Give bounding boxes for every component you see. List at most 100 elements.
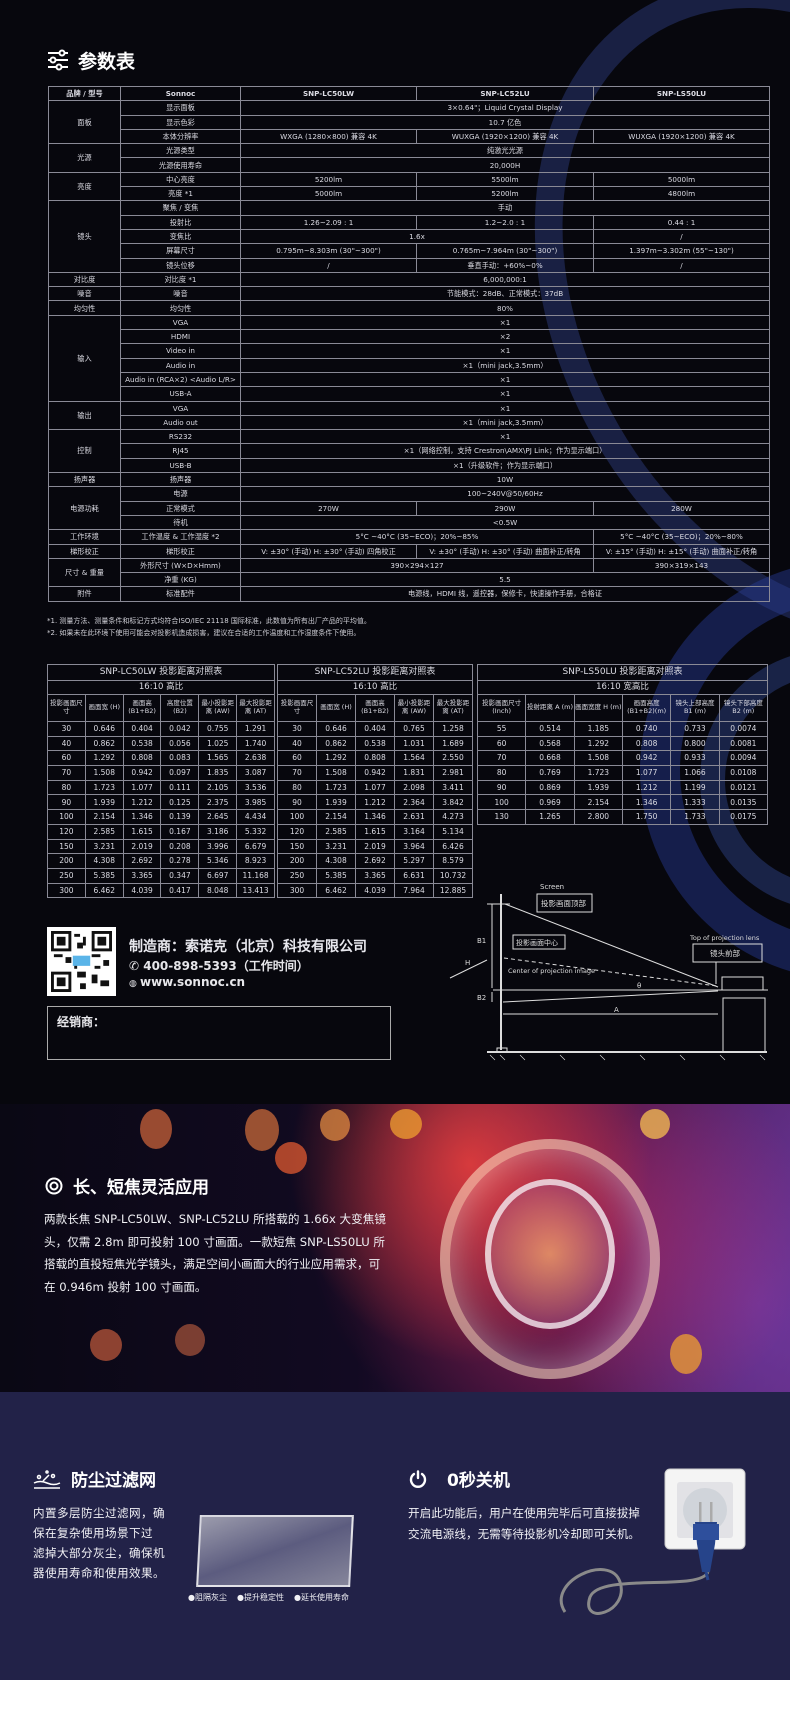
distance-cell: 1.199: [670, 779, 720, 796]
lens-en-label: Top of projection lens: [689, 934, 760, 942]
lens-icon: [45, 1177, 63, 1194]
spec-label-cell: Audio in (RCA×2) <Audio L/R>: [120, 371, 241, 388]
spec-row: 变焦比 1.6x /: [49, 228, 770, 245]
lens-label-box: [692, 943, 763, 963]
phone-number: 400-898-5393（工作时间）: [143, 959, 309, 973]
distance-header-cell: 投影画面尺寸 (Inch): [476, 694, 527, 722]
distance-table-ls50lu: SNP-LS50LU 投影距离对照表 16:10 宽高比 投影画面尺寸 (Inch)…: [476, 664, 769, 825]
spec-label-cell: Audio in: [120, 357, 241, 373]
dust-line: 器使用寿命和使用效果。: [33, 1566, 165, 1580]
distance-cell: 1.723: [573, 765, 623, 781]
distance-cell: 2.692: [355, 853, 395, 869]
spec-row: 亮度 *1 5000lm 5200lm 4800lm: [49, 186, 770, 202]
spec-row: 待机 <0.5W: [49, 514, 770, 531]
distance-cell: 40: [277, 735, 317, 752]
spec-row: 对比度 对比度 *1 6,000,000:1: [48, 271, 770, 288]
spec-row: 净重 (KG) 5.5: [49, 572, 770, 588]
distance-cell: 70: [277, 765, 317, 781]
spec-row: 光源使用寿命 20,000H: [49, 157, 770, 173]
spec-label-cell: 梯形校正: [120, 543, 241, 559]
distance-cell: 3.964: [394, 838, 434, 855]
distance-cell: 0.083: [160, 750, 200, 767]
spec-label-cell: USB-B: [120, 457, 241, 474]
spec-value-cell: 0.795m~8.303m (30"~300"): [240, 243, 417, 259]
distance-row: 60 1.292 0.808 0.083 1.565 2.638: [47, 750, 275, 767]
distance-cell: 0.0121: [718, 779, 769, 796]
distance-row: 30 0.646 0.404 0.042 0.755 1.291: [47, 721, 275, 737]
spec-value-cell: 80%: [240, 300, 770, 316]
distance-cell: 0.347: [160, 867, 200, 884]
spec-row: 控制 RS232 ×1: [48, 429, 770, 474]
distance-cell: 4.039: [355, 882, 395, 899]
distance-cell: 1.723: [316, 779, 356, 796]
distance-title-row: SNP-LS50LU 投影距离对照表: [477, 664, 768, 681]
distance-cell: 1.615: [355, 823, 395, 840]
distance-cell: 0.125: [160, 794, 200, 811]
spec-value-cell: 10.7 亿色: [240, 114, 770, 130]
spec-row: 镜头位移 / 垂直手动：+60%~0% /: [49, 257, 770, 273]
distance-cell: 0.862: [316, 735, 356, 752]
spec-value-cell: 390×319×143: [593, 557, 770, 574]
distance-cell: 2.105: [198, 779, 238, 796]
distance-cell: 2.019: [122, 838, 162, 855]
spec-value-cell: WUXGA (1920×1200) 兼容 4K: [593, 128, 770, 145]
distance-ratio: 16:10 宽高比: [477, 680, 768, 695]
distance-cell: 0.808: [355, 750, 395, 767]
spec-label-cell: 变焦比: [120, 228, 241, 245]
distance-cell: 80: [47, 779, 86, 796]
distance-header-row: 投影画面尺寸 画面宽 (H) 画面高 (B1+B2) 最小投影距离 (AW) 最大投影距…: [277, 694, 473, 722]
spec-value-cell: 100~240V@50/60Hz: [240, 486, 770, 502]
distance-cell: 0.942: [355, 765, 395, 781]
h-label: H: [465, 959, 470, 967]
spec-label-cell: 扬声器: [120, 472, 241, 488]
spec-row: 正常模式 270W 290W 280W: [49, 500, 770, 516]
page-title: 参数表: [47, 47, 135, 73]
spec-row: 附件 标准配件 电源线，HDMI 线，遥控器，保修卡，快速操作手册，合格证: [48, 586, 770, 602]
distance-header-cell: 画面宽度 H (m): [573, 694, 623, 722]
distance-header-cell: 镜头上部高度 B1 (m): [670, 694, 720, 722]
distance-title-row: SNP-LC50LW 投影距离对照表: [47, 664, 275, 681]
distance-title: SNP-LS50LU 投影距离对照表: [477, 664, 768, 681]
spec-row: 噪音 噪音 节能模式：28dB、正常模式：37dB: [48, 286, 770, 302]
spec-row: Audio in ×1（mini jack,3.5mm）: [49, 357, 770, 373]
distance-cell: 200: [47, 853, 86, 869]
distance-cell: 1.265: [525, 809, 575, 825]
distance-cell: 1.212: [122, 794, 162, 811]
power-line: 交流电源线，无需等待投影机冷却即可关机。: [408, 1527, 640, 1541]
distance-cell: 0.0081: [718, 735, 769, 752]
dealer-label: 经销商：: [57, 1015, 106, 1029]
spec-group-cell: 镜头: [48, 200, 121, 273]
spec-value-cell: ×1: [240, 314, 770, 331]
distance-cell: 10.732: [433, 867, 473, 884]
spec-value-cell: ×1: [240, 400, 770, 416]
distance-cell: 0.733: [670, 721, 720, 737]
distance-header-row: 投影画面尺寸 画面宽 (H) 画面高 (B1+B2) 高度位置 (B2) 最小投影距离 …: [47, 694, 275, 722]
distance-row: 130 1.265 2.800 1.750 1.733 0.0175: [476, 809, 769, 825]
spec-header-cell: Sonnoc: [120, 85, 241, 102]
spec-group-cell: 附件: [48, 586, 121, 602]
distance-cell: 1.565: [198, 750, 238, 767]
bullet-item: ●提升稳定性: [236, 1593, 284, 1602]
distance-cell: 6.631: [394, 867, 434, 884]
spec-label-cell: 噪音: [120, 286, 241, 302]
distance-cell: 0.208: [160, 838, 200, 855]
website-link[interactable]: www.sonnoc.cn: [140, 975, 246, 989]
distance-cell: 1.508: [316, 765, 356, 781]
distance-row: 55 0.514 1.185 0.740 0.733 0.0074: [476, 721, 769, 737]
distance-ratio-row: 16:10 高比: [277, 680, 473, 695]
spec-value-cell: 1.397m~3.302m (55"~130"): [593, 243, 770, 259]
spec-value-cell: ×1: [240, 371, 770, 388]
distance-row: 300 6.462 4.039 7.964 12.885: [277, 882, 473, 899]
distance-cell: 40: [47, 735, 86, 752]
distance-cell: 1.939: [573, 779, 623, 796]
distance-row: 300 6.462 4.039 0.417 8.048 13.413: [47, 882, 275, 899]
spec-value-cell: V: ±30° (手动) H: ±30° (手动) 曲面补正/转角: [416, 543, 594, 559]
qr-code[interactable]: [47, 927, 116, 996]
screen-label: Screen: [540, 883, 564, 891]
spec-group-cell: 噪音: [48, 286, 121, 302]
distance-cell: 1.831: [394, 765, 434, 781]
power-line: 开启此功能后，用户在使用完毕后可直接拔掉: [408, 1506, 640, 1520]
distance-cell: 1.689: [433, 735, 473, 752]
spec-row: HDMI ×2: [49, 329, 770, 345]
spec-value-cell: ×1: [240, 343, 770, 359]
